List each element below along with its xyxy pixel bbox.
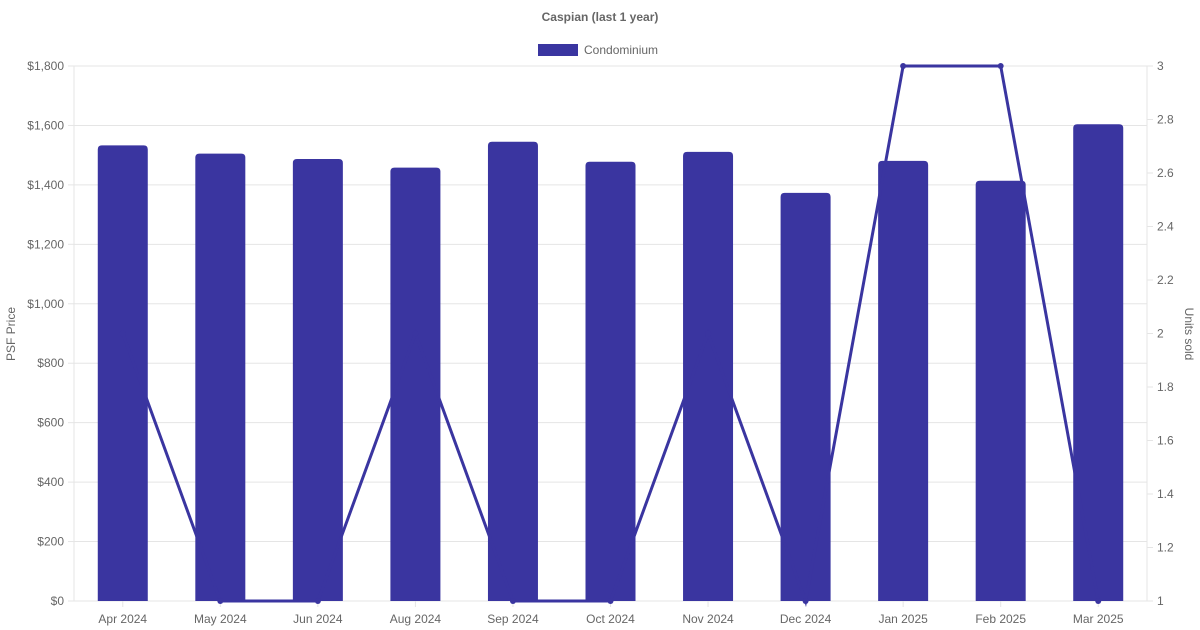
x-tick-label: Oct 2024	[586, 612, 635, 626]
x-tick-label: Mar 2025	[1073, 612, 1124, 626]
x-tick-label: Sep 2024	[487, 612, 539, 626]
legend-swatch-condominium	[538, 44, 578, 56]
y2-tick-label: 1.6	[1157, 434, 1174, 448]
bar-condominium[interactable]	[683, 151, 734, 601]
x-tick-label: Nov 2024	[682, 612, 734, 626]
units-sold-point[interactable]	[119, 330, 126, 337]
y-axis-title: PSF Price	[4, 307, 18, 361]
units-sold-point[interactable]	[412, 330, 419, 337]
y2-tick-label: 2	[1157, 327, 1164, 341]
y-tick-label: $400	[37, 475, 64, 489]
units-sold-point[interactable]	[217, 598, 224, 604]
units-sold-point[interactable]	[509, 598, 516, 604]
x-tick-label: Jan 2025	[878, 612, 928, 626]
bar-condominium[interactable]	[292, 159, 343, 601]
y2-tick-label: 1.8	[1157, 380, 1174, 394]
x-tick-label: Dec 2024	[780, 612, 832, 626]
bar-condominium[interactable]	[390, 167, 441, 601]
bar-condominium[interactable]	[780, 192, 831, 602]
y-tick-label: $1,200	[27, 237, 64, 251]
legend-label-condominium: Condominium	[584, 43, 658, 57]
y-tick-label: $1,600	[27, 118, 64, 132]
units-sold-line	[119, 63, 1102, 607]
y2-tick-label: 3	[1157, 59, 1164, 73]
y-tick-label: $800	[37, 356, 64, 370]
y2-tick-label: 2.4	[1157, 220, 1174, 234]
y-tick-label: $1,800	[27, 59, 64, 73]
bar-condominium[interactable]	[487, 141, 538, 601]
chart-title: Caspian (last 1 year)	[542, 10, 659, 24]
y2-tick-label: 1.4	[1157, 487, 1174, 501]
units-sold-point[interactable]	[607, 598, 614, 604]
y2-tick-label: 2.8	[1157, 113, 1174, 127]
bar-condominium[interactable]	[585, 161, 636, 601]
y-tick-label: $1,400	[27, 178, 64, 192]
bars	[97, 124, 1124, 602]
axes: $0 $200 $400 $600 $800 $1,000 $1,200 $1,400 $1,6…	[27, 59, 1174, 626]
y2-tick-label: 2.6	[1157, 166, 1174, 180]
bar-condominium[interactable]	[97, 145, 148, 601]
units-sold-point[interactable]	[1095, 598, 1102, 604]
x-tick-label: Aug 2024	[390, 612, 442, 626]
y2-tick-label: 1.2	[1157, 541, 1174, 555]
y2-tick-label: 2.2	[1157, 273, 1174, 287]
units-sold-point[interactable]	[900, 63, 907, 69]
bar-condominium[interactable]	[1073, 124, 1124, 601]
legend[interactable]: Condominium	[538, 43, 658, 57]
y-tick-label: $200	[37, 535, 64, 549]
y-tick-label: $0	[51, 594, 65, 608]
bar-condominium[interactable]	[878, 160, 929, 601]
units-sold-point[interactable]	[705, 330, 712, 337]
x-tick-label: Apr 2024	[98, 612, 147, 626]
x-tick-label: May 2024	[194, 612, 247, 626]
x-tick-label: Jun 2024	[293, 612, 343, 626]
bar-condominium[interactable]	[975, 180, 1026, 601]
y-tick-label: $600	[37, 416, 64, 430]
units-sold-point[interactable]	[802, 598, 809, 604]
x-tick-label: Feb 2025	[975, 612, 1026, 626]
y2-axis-title: Units sold	[1182, 308, 1196, 361]
y2-tick-label: 1	[1157, 594, 1164, 608]
units-sold-point[interactable]	[997, 63, 1004, 69]
y-tick-label: $1,000	[27, 297, 64, 311]
bar-condominium[interactable]	[195, 153, 246, 602]
units-sold-point[interactable]	[314, 598, 321, 604]
